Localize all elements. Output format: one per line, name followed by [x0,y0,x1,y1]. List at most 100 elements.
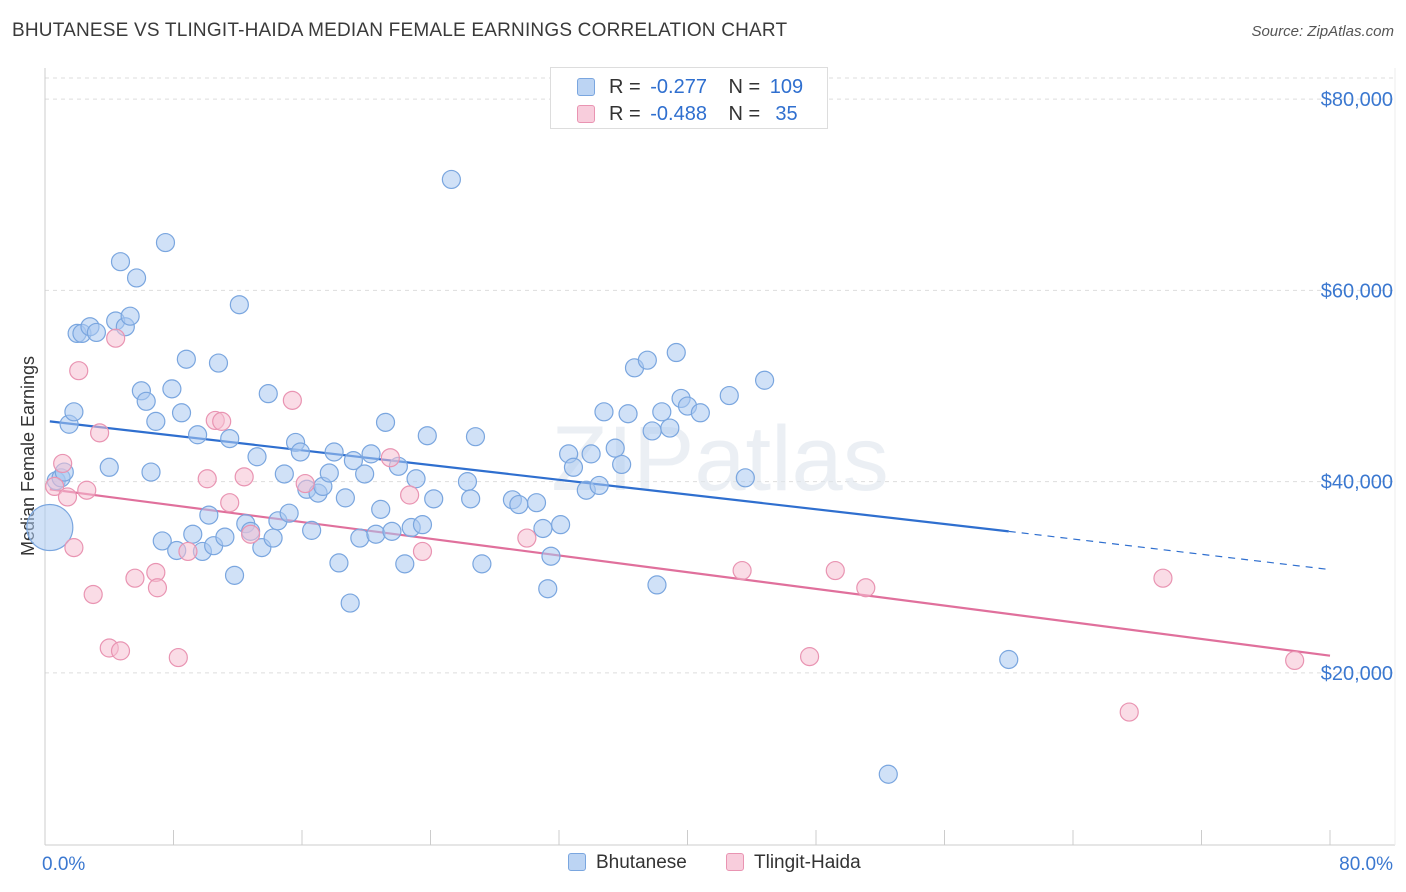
legend-r-label: R = [609,103,641,125]
data-point [120,306,140,326]
data-point [612,454,632,475]
data-point [220,493,240,513]
data-point [509,494,529,515]
gridlines [45,77,1395,674]
data-point [343,450,363,471]
data-point [146,411,166,431]
data-point [83,584,103,605]
data-point [355,464,375,484]
data-point [141,462,161,482]
data-point [86,322,107,343]
bottom-legend-label: Bhutanese [596,852,687,873]
data-point [652,402,672,422]
data-point [319,463,339,483]
data-point [53,453,73,474]
legend-r-value: -0.488 [650,103,707,125]
data-point [187,425,208,445]
data-point [1285,650,1305,671]
data-point [878,764,898,784]
legend-n-value: 109 [769,76,804,98]
y-axis-label: Median Female Earnings [18,356,38,556]
data-point [350,528,370,548]
data-point [263,528,283,548]
data-point [274,464,294,484]
x-tick-label-min: 0.0% [42,854,85,875]
data-point [77,480,97,500]
legend-swatch-bhutanese [577,78,595,96]
data-point [517,528,537,548]
data-point [400,485,420,505]
data-point [605,438,625,458]
series-tlingit-haida [45,328,1305,722]
legend-n-label: N = [728,103,761,125]
data-point [224,565,245,585]
data-point [302,520,322,540]
bottom-legend-swatch-tlingit-haida [726,853,744,871]
data-point [382,521,402,541]
data-point [637,350,657,370]
bottom-legend-tlingit-haida: Tlingit-Haida [726,852,861,874]
data-point [719,385,739,406]
data-point [538,579,558,599]
data-point [329,553,349,573]
data-point [472,554,492,574]
data-point [229,295,249,315]
bottom-legend-swatch-bhutanese [568,853,586,871]
data-point [799,647,820,667]
data-point [340,593,360,613]
data-point [754,370,775,390]
y-tick-label: $60,000 [1321,280,1393,302]
data-point [324,442,344,462]
data-point [282,390,302,410]
data-point [457,472,478,492]
data-point [581,444,601,464]
data-point [533,518,553,539]
data-point [90,423,110,443]
data-point [178,541,198,562]
data-point [412,515,433,535]
data-point [461,489,481,509]
data-point [1153,568,1173,588]
data-point [241,524,261,544]
legend-r-label: R = [609,76,641,98]
data-point [589,475,609,496]
data-point [110,641,131,661]
data-point [395,554,415,574]
correlation-legend: R = -0.277 N = 109 R = -0.488 N = 35 [550,67,828,129]
data-point [110,252,131,272]
data-point [168,647,188,668]
bottom-legend-bhutanese: Bhutanese [568,852,687,874]
data-point [735,468,755,488]
data-point [234,467,254,487]
data-point [666,342,686,363]
axes [44,68,1396,846]
data-point [171,403,192,423]
data-point [594,402,614,422]
data-point [371,499,391,519]
data-point [64,402,84,422]
data-point [64,538,84,558]
data-point [417,426,437,446]
data-point [26,503,74,552]
data-point [690,403,710,423]
data-point [551,515,571,535]
data-point [412,541,433,562]
data-point [152,531,172,551]
data-point [99,457,119,477]
data-point [258,384,278,404]
data-point [136,391,156,411]
data-point [366,524,386,544]
data-point [335,488,355,508]
data-point [361,444,381,464]
data-point [441,169,461,190]
x-tick-label-max: 80.0% [1339,854,1393,875]
data-point [660,418,680,438]
data-point [69,361,89,381]
y-tick-label: $40,000 [1321,472,1393,494]
legend-r-value: -0.277 [650,76,707,98]
data-point [208,353,229,373]
y-tick-label: $80,000 [1321,89,1393,111]
data-point [147,578,168,598]
data-point [563,457,584,477]
